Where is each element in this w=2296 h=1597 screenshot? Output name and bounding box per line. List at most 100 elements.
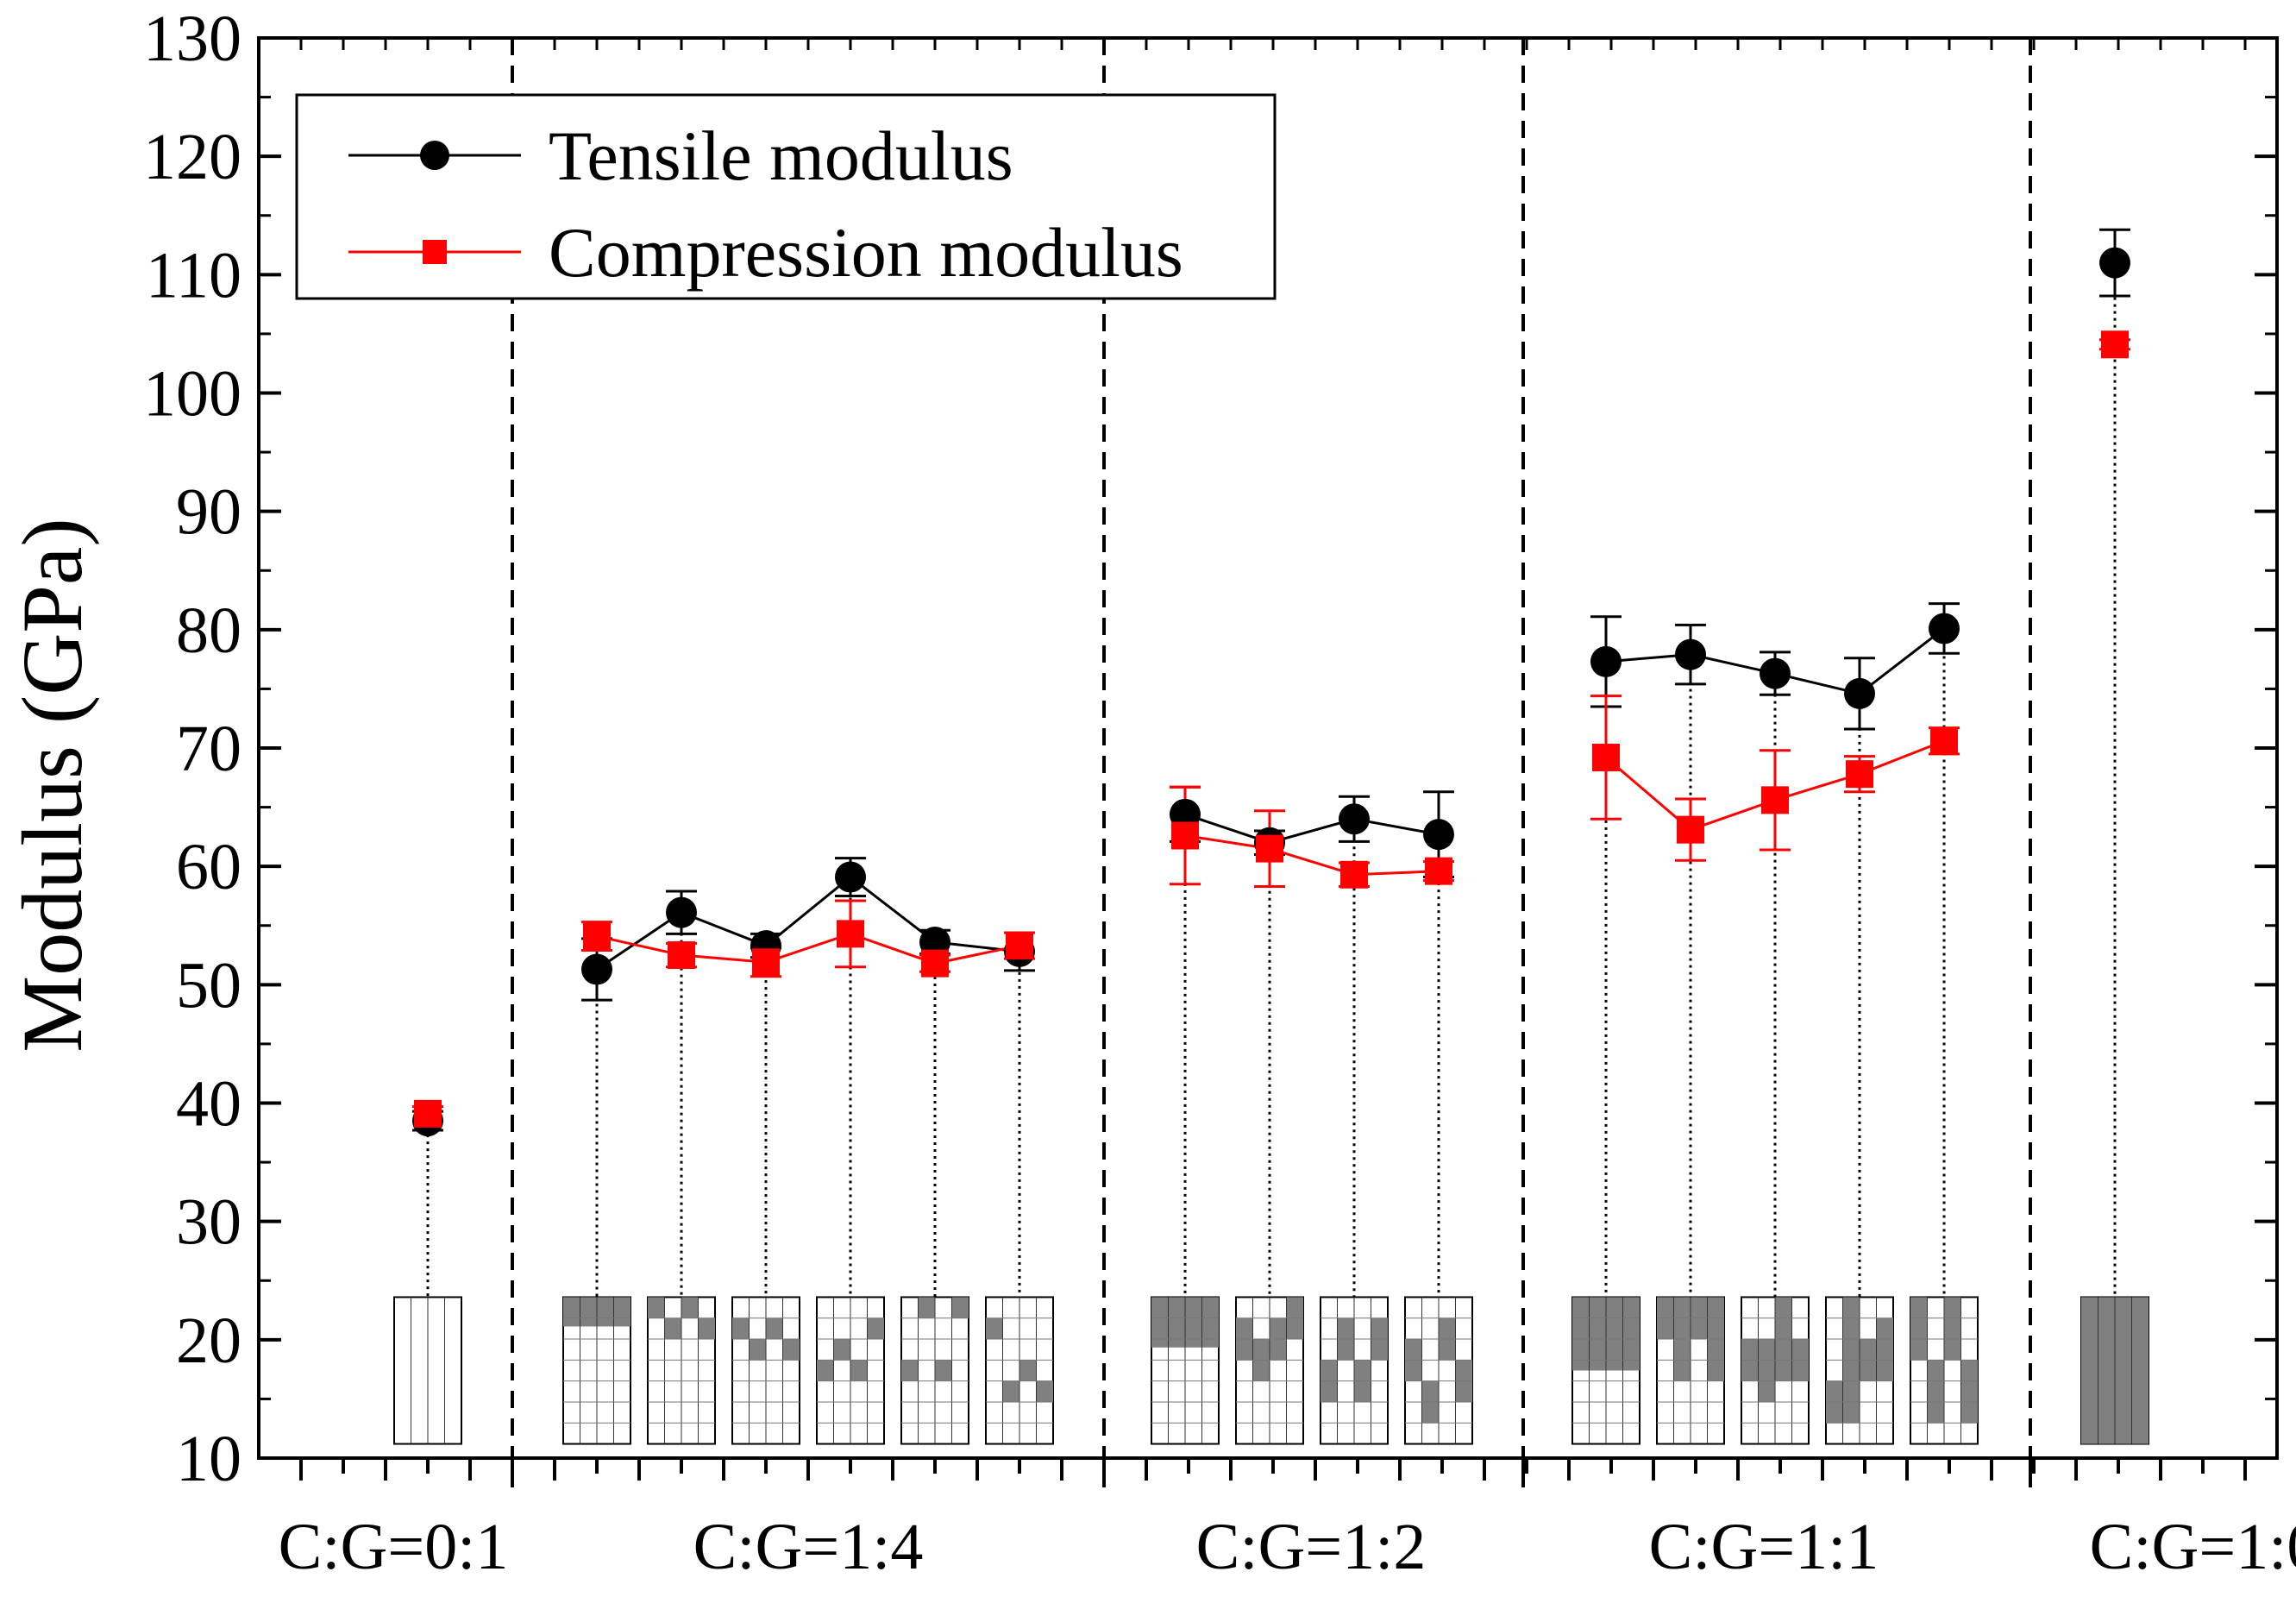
layup-schematic-icon [1571, 1296, 1640, 1445]
carbon-cell [867, 1317, 884, 1340]
tensile-point [1423, 819, 1454, 851]
x-group-label: C:G=1:2 [1196, 1511, 1427, 1583]
carbon-cell [1758, 1380, 1775, 1402]
legend-compression-marker [423, 240, 447, 264]
carbon-cell [1927, 1360, 1944, 1424]
compression-point [2101, 330, 2129, 359]
y-tick-label: 40 [176, 1068, 242, 1141]
compression-point [1930, 726, 1958, 755]
layup-schematic-icon [393, 1296, 462, 1445]
layup-schematic-icon [900, 1296, 969, 1445]
compression-point [752, 948, 780, 977]
carbon-cell [850, 1360, 868, 1381]
y-tick-label: 120 [143, 121, 242, 193]
tensile-point [1929, 613, 1960, 644]
compression-point [1425, 857, 1452, 885]
carbon-cell [648, 1297, 665, 1318]
tensile-point [1844, 677, 1875, 709]
layup-schematic-icon [647, 1296, 716, 1445]
compression-point [1171, 821, 1199, 850]
compression-series-line [1184, 834, 1440, 877]
y-tick-label: 30 [176, 1186, 242, 1259]
tensile-point [1590, 645, 1622, 677]
tensile-series-line [1184, 813, 1440, 845]
y-axis-title: Modulus (GPa) [4, 518, 100, 1052]
carbon-cell [782, 1339, 800, 1361]
compression-point [1592, 743, 1620, 771]
carbon-cell [698, 1317, 715, 1340]
compression-point [1256, 834, 1283, 863]
compression-point [1761, 786, 1789, 814]
tensile-point [2099, 247, 2130, 279]
layup-schematic-icon [1320, 1296, 1389, 1445]
layup-schematic-icon [1235, 1296, 1304, 1445]
carbon-cell [986, 1317, 1003, 1340]
layup-schematic-icon [2080, 1296, 2149, 1445]
carbon-cell [817, 1360, 834, 1381]
carbon-cell [935, 1360, 952, 1381]
carbon-cell [766, 1317, 783, 1340]
legend-tensile-label: Tensile modulus [549, 116, 1013, 195]
layup-schematic-icon [1825, 1296, 1894, 1445]
layup-schematic-icon [731, 1296, 800, 1445]
y-tick-label: 110 [146, 239, 242, 311]
x-group-label: C:G=1:4 [693, 1511, 924, 1583]
compression-point [414, 1099, 442, 1128]
carbon-cell [1019, 1360, 1037, 1381]
y-tick-label: 130 [143, 3, 242, 75]
y-tick-label: 20 [176, 1305, 242, 1377]
x-group-label: C:G=1:0 [2090, 1511, 2296, 1583]
y-tick-label: 100 [143, 358, 242, 431]
compression-point [1677, 815, 1704, 844]
x-group-label: C:G=1:1 [1649, 1511, 1879, 1583]
layup-schematic-icon [562, 1296, 631, 1445]
carbon-cell [951, 1297, 969, 1318]
compression-point [583, 922, 611, 951]
compression-point [668, 941, 695, 970]
carbon-cell [664, 1317, 681, 1340]
compression-point [837, 920, 864, 948]
layup-schematic-icon [1151, 1296, 1220, 1445]
carbon-cell [1036, 1380, 1053, 1402]
layup-schematic-icon [1741, 1296, 1810, 1445]
carbon-cell [1960, 1360, 1978, 1424]
tensile-series-line [596, 875, 1020, 971]
y-tick-label: 50 [176, 949, 242, 1022]
tensile-point [1675, 638, 1706, 670]
carbon-cell [681, 1297, 699, 1318]
carbon-cell [1876, 1317, 1893, 1381]
y-tick-label: 70 [176, 713, 242, 785]
layup-schematic-icon [1656, 1296, 1725, 1445]
carbon-cell [901, 1360, 919, 1381]
compression-point [1340, 860, 1368, 889]
y-tick-label: 90 [176, 476, 242, 549]
legend-tensile-marker [420, 141, 449, 170]
compression-series-line [596, 932, 1020, 965]
tensile-point [581, 953, 612, 985]
carbon-cell [749, 1339, 766, 1361]
layup-schematic-icon [1404, 1296, 1473, 1445]
y-tick-label: 80 [176, 594, 242, 667]
compression-point [1846, 760, 1873, 789]
carbon-cell [1910, 1297, 1928, 1361]
legend-compression-label: Compression modulus [549, 213, 1183, 292]
carbon-cell [732, 1317, 750, 1340]
legend-box [295, 93, 1277, 300]
x-group-label: C:G=0:1 [279, 1511, 509, 1583]
layup-schematic-icon [985, 1296, 1054, 1445]
y-tick-label: 60 [176, 831, 242, 903]
carbon-cell [918, 1297, 935, 1318]
carbon-cell [1002, 1380, 1019, 1402]
layup-schematic-icon [1910, 1296, 1979, 1445]
tensile-point [1339, 803, 1370, 835]
y-tick-label: 10 [176, 1423, 242, 1495]
tensile-point [1760, 657, 1791, 689]
tensile-point [835, 861, 866, 893]
tensile-point [666, 896, 697, 928]
carbon-cell [833, 1339, 850, 1361]
compression-point [921, 949, 949, 978]
compression-point [1006, 932, 1033, 960]
layup-schematic-icon [816, 1296, 885, 1445]
carbon-cell [1944, 1297, 1961, 1361]
